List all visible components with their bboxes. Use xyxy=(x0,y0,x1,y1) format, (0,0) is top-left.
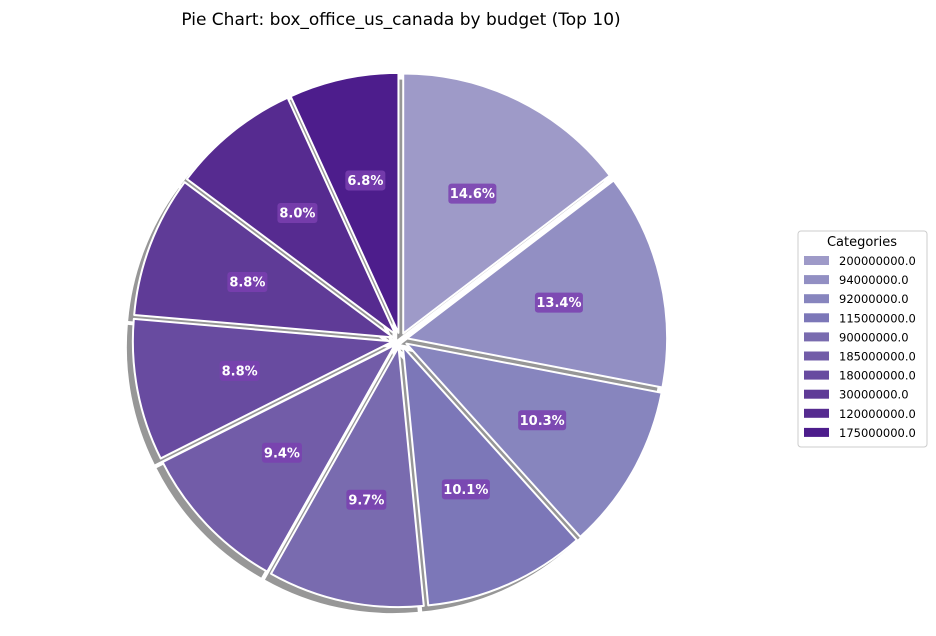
legend: Categories 200000000.0 94000000.0 92000000… xyxy=(797,230,928,448)
slice-label-box xyxy=(227,271,268,292)
labels-layer: 14.6% 13.4% 10.3% 10.1% 9.7% 9.4% 8.8% 8.8% 8.0%… xyxy=(219,170,583,510)
legend-swatch xyxy=(804,408,829,418)
legend-label: 90000000.0 xyxy=(839,330,909,344)
legend-item[interactable]: 120000000.0 xyxy=(804,407,916,421)
legend-item[interactable]: 185000000.0 xyxy=(804,350,916,364)
legend-swatch xyxy=(804,351,829,361)
legend-swatch xyxy=(804,427,829,437)
legend-items: 200000000.0 94000000.0 92000000.0 115000000… xyxy=(804,254,916,440)
slice-percent-label: 13.4% xyxy=(536,296,581,311)
legend-item[interactable]: 30000000.0 xyxy=(804,388,909,402)
slice-percent-label: 8.8% xyxy=(222,364,258,379)
slice-label-group: 9.4% xyxy=(261,442,302,463)
slice-label-group: 13.4% xyxy=(534,292,583,313)
legend-swatch xyxy=(804,275,829,285)
legend-item[interactable]: 180000000.0 xyxy=(804,369,916,383)
slice-label-box xyxy=(346,489,387,510)
slice-label-group: 8.8% xyxy=(227,271,268,292)
legend-item[interactable]: 175000000.0 xyxy=(804,426,916,440)
legend-label: 92000000.0 xyxy=(839,292,909,306)
legend-swatch xyxy=(804,332,829,342)
legend-swatch xyxy=(804,370,829,380)
legend-title: Categories xyxy=(827,235,897,250)
slice-percent-label: 9.4% xyxy=(264,446,300,461)
slice-label-group: 6.8% xyxy=(345,170,386,191)
pie-slice-9[interactable] xyxy=(289,71,400,334)
legend-label: 185000000.0 xyxy=(839,350,916,364)
slice-label-group: 8.8% xyxy=(219,360,260,381)
legend-item[interactable]: 115000000.0 xyxy=(804,311,916,325)
legend-label: 180000000.0 xyxy=(839,369,916,383)
slices-layer xyxy=(126,71,669,614)
slice-percent-label: 8.8% xyxy=(229,275,265,290)
legend-label: 30000000.0 xyxy=(839,388,909,402)
slice-label-box xyxy=(534,292,583,313)
slice-percent-label: 14.6% xyxy=(450,187,495,202)
slice-label-box xyxy=(518,410,567,431)
legend-item[interactable]: 200000000.0 xyxy=(804,254,916,268)
slice-label-box xyxy=(448,183,497,204)
slice-label-group: 10.1% xyxy=(441,479,490,500)
legend-item[interactable]: 92000000.0 xyxy=(804,292,909,306)
legend-label: 115000000.0 xyxy=(839,311,916,325)
slice-percent-label: 6.8% xyxy=(347,174,383,189)
slice-percent-label: 10.1% xyxy=(443,483,488,498)
pie-slice-0[interactable] xyxy=(402,72,611,335)
slice-percent-label: 10.3% xyxy=(520,414,565,429)
slice-label-box xyxy=(219,360,260,381)
legend-item[interactable]: 94000000.0 xyxy=(804,273,909,287)
pie-slice-6[interactable] xyxy=(131,317,394,460)
legend-label: 120000000.0 xyxy=(839,407,916,421)
pie-slice-2[interactable] xyxy=(405,342,663,538)
legend-swatch xyxy=(804,256,829,265)
slice-label-group: 9.7% xyxy=(346,489,387,510)
pie-slice-3[interactable] xyxy=(401,345,578,607)
legend-swatch xyxy=(804,313,829,323)
pie-slice-1[interactable] xyxy=(406,179,669,389)
slice-percent-label: 9.7% xyxy=(348,493,384,508)
slice-label-group: 8.0% xyxy=(277,202,318,223)
legend-label: 200000000.0 xyxy=(839,254,916,268)
legend-frame xyxy=(797,230,928,448)
legend-item[interactable]: 90000000.0 xyxy=(804,330,909,344)
slice-label-group: 10.3% xyxy=(518,410,567,431)
legend-swatch xyxy=(804,294,829,304)
slice-label-box xyxy=(345,170,386,191)
pie-slice-7[interactable] xyxy=(133,181,395,339)
slice-label-box xyxy=(277,202,318,223)
chart-title: Pie Chart: box_office_us_canada by budge… xyxy=(181,10,620,30)
legend-swatch xyxy=(804,389,829,399)
slice-percent-label: 8.0% xyxy=(279,206,315,221)
pie-slice-4[interactable] xyxy=(269,346,425,609)
legend-label: 94000000.0 xyxy=(839,273,909,287)
slice-label-box xyxy=(261,442,302,463)
slice-label-box xyxy=(441,479,490,500)
slice-label-group: 14.6% xyxy=(448,183,497,204)
legend-label: 175000000.0 xyxy=(839,426,916,440)
